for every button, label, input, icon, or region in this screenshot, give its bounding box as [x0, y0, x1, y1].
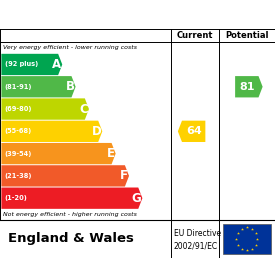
Text: Potential: Potential	[225, 31, 269, 40]
Polygon shape	[235, 76, 263, 98]
Bar	[223, 224, 271, 254]
Text: 81: 81	[239, 82, 255, 92]
Polygon shape	[1, 143, 116, 164]
Polygon shape	[1, 54, 62, 75]
Text: F: F	[120, 170, 128, 182]
Polygon shape	[1, 98, 89, 120]
Text: A: A	[52, 58, 61, 71]
Text: D: D	[92, 125, 101, 138]
Text: 2002/91/EC: 2002/91/EC	[174, 241, 218, 250]
Polygon shape	[1, 165, 129, 187]
Text: England & Wales: England & Wales	[8, 232, 134, 245]
Text: 64: 64	[186, 126, 202, 136]
Text: E: E	[107, 147, 115, 160]
Text: (69-80): (69-80)	[5, 106, 32, 112]
Text: (21-38): (21-38)	[5, 173, 32, 179]
Text: Very energy efficient - lower running costs: Very energy efficient - lower running co…	[3, 45, 137, 50]
Text: B: B	[65, 80, 75, 93]
Text: (39-54): (39-54)	[5, 151, 32, 157]
Text: Current: Current	[177, 31, 213, 40]
Text: C: C	[79, 102, 88, 116]
Text: EU Directive: EU Directive	[174, 229, 221, 238]
Polygon shape	[178, 121, 205, 142]
Polygon shape	[1, 76, 76, 98]
Text: G: G	[131, 192, 141, 205]
Polygon shape	[1, 188, 142, 209]
Text: Energy Efficiency Rating: Energy Efficiency Rating	[8, 7, 210, 22]
Text: (81-91): (81-91)	[5, 84, 32, 90]
Text: (1-20): (1-20)	[5, 195, 28, 201]
Text: (92 plus): (92 plus)	[5, 61, 38, 68]
Text: Not energy efficient - higher running costs: Not energy efficient - higher running co…	[3, 212, 137, 217]
Text: (55-68): (55-68)	[5, 128, 32, 134]
Polygon shape	[1, 121, 102, 142]
